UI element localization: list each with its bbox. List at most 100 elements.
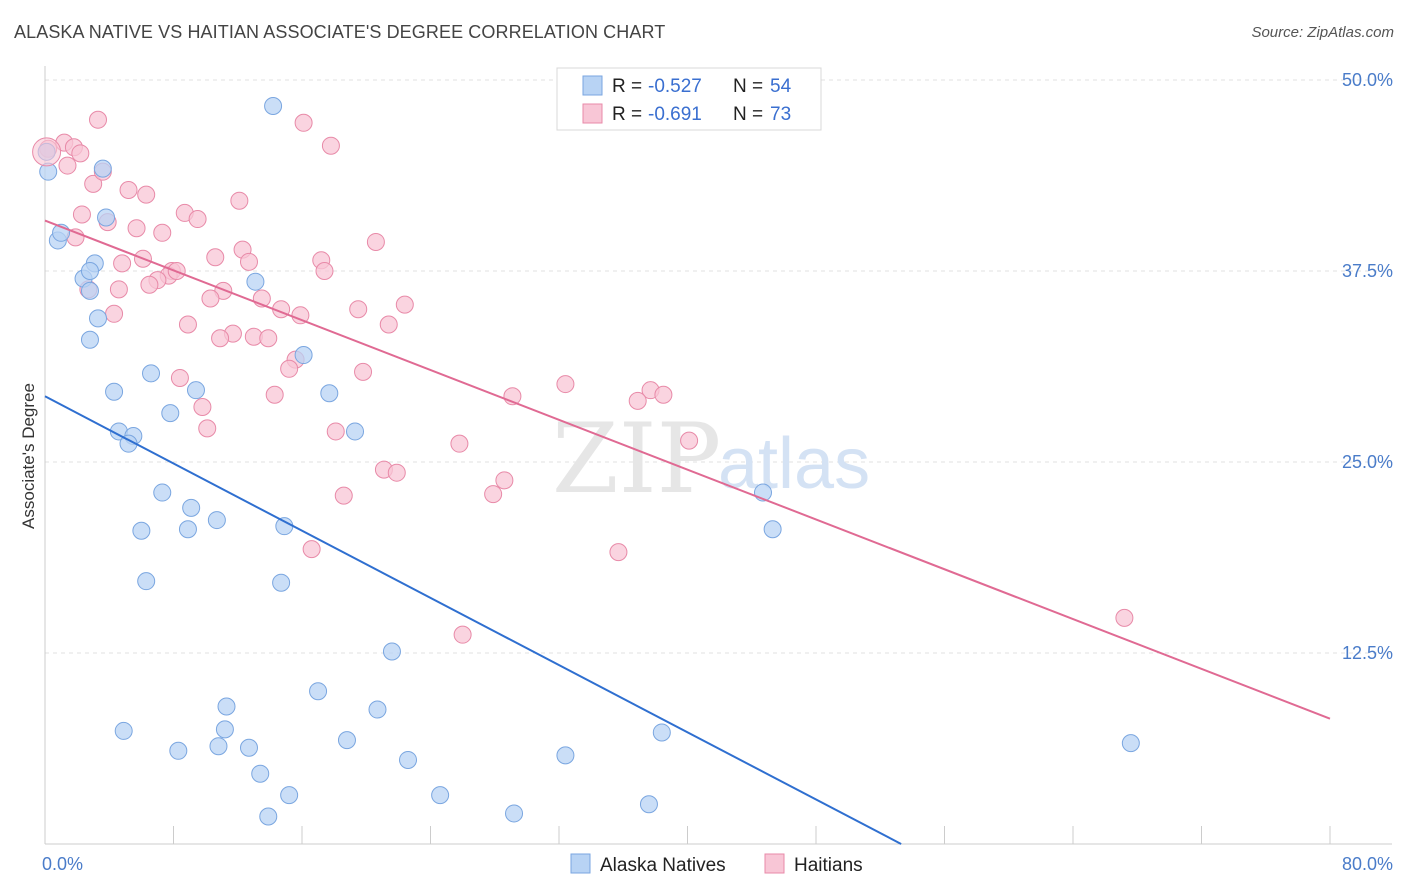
watermark-zip: ZIP [552,403,721,515]
haitians-point-57 [654,385,673,404]
haitians-point-15 [188,210,207,229]
x-tick-label-0: 0.0% [42,854,83,874]
haitians-point-7 [321,136,340,155]
y-tick-label-1: 25.0% [1342,452,1393,472]
alaska-natives-point-49 [639,795,658,814]
haitians-point-71 [453,625,472,644]
haitians-point-5 [89,110,108,129]
haitians-point-70 [609,543,628,562]
haitians-point-32 [315,262,334,280]
chart-source: Source: ZipAtlas.com [1251,24,1394,41]
haitians-point-68 [334,486,353,505]
alaska-natives-point-16 [105,382,124,401]
haitians-points [39,110,1134,644]
alaska-natives-point-3 [93,159,112,178]
alaska-natives-point-38 [209,737,228,756]
alaska-natives-point-43 [652,723,671,742]
grid [45,79,1392,654]
alaska-natives-point-11 [264,96,283,115]
haitians-point-59 [193,397,212,416]
haitians-point-42 [105,304,124,323]
correlation-legend: R = -0.527 N = 54 R = -0.691 N = 73 [556,67,822,131]
haitians-point-13 [72,205,91,224]
haitians-point-6 [294,113,313,132]
haitians-point-62 [450,434,469,453]
alaska-natives-point-14 [142,364,161,383]
y-tick-labels: 12.5% 25.0% 37.5% 50.0% [1342,70,1393,663]
x-tick-labels: 0.0% 80.0% [42,854,1393,874]
alaska-natives-point-48 [505,804,524,823]
alaska-natives-point-4 [97,208,116,227]
alaska-natives-point-27 [178,520,197,539]
haitians-point-46 [259,329,278,348]
alaska-natives-points [32,96,1140,826]
series-legend-swatch-haitians [764,853,785,874]
haitians-point-60 [198,419,217,438]
legend-r-label-2: R = [612,104,642,125]
watermark: ZIP atlas [552,403,870,515]
haitians-point-53 [265,385,284,404]
haitians-point-67 [484,485,503,504]
alaska-natives-trend-line [44,395,902,845]
alaska-natives-point-6 [80,281,99,300]
alaska-natives-point-12 [246,272,265,291]
series-legend-alaska-natives: Alaska Natives [600,855,726,876]
haitians-point-34 [109,280,128,299]
haitians-point-48 [211,329,230,348]
alaska-natives-point-52 [1121,734,1140,753]
alaska-natives-point-39 [239,738,258,757]
haitians-point-20 [366,232,385,251]
haitians-point-12 [230,191,249,210]
haitians-point-18 [127,219,146,238]
haitians-point-31 [140,275,159,294]
haitians-point-50 [280,359,299,378]
series-legend: Alaska Natives Haitians [570,853,863,876]
alaska-natives-point-35 [114,721,133,740]
alaska-natives-point-29 [137,572,156,591]
alaska-natives-point-31 [382,642,401,661]
haitians-point-36 [201,289,220,308]
haitians-point-52 [170,368,189,387]
legend-n-label-2: N = [733,104,763,125]
alaska-natives-point-45 [280,786,299,805]
alaska-natives-point-26 [132,521,151,540]
alaska-natives-point-28 [275,517,294,536]
alaska-natives-point-17 [320,384,339,403]
alaska-natives-point-24 [182,498,201,517]
alaska-natives-point-47 [259,807,278,826]
haitians-point-61 [326,422,345,441]
alaska-natives-point-23 [153,483,172,502]
y-tick-label-3: 50.0% [1342,70,1393,90]
alaska-natives-point-32 [309,682,328,701]
alaska-natives-point-34 [368,700,387,719]
legend-r-value-1: -0.527 [648,76,702,97]
legend-n-value-1: 54 [770,76,792,97]
haitians-point-65 [387,463,406,482]
legend-n-value-2: 73 [770,104,791,125]
alaska-natives-point-22 [346,422,365,441]
alaska-natives-point-25 [207,511,226,530]
alaska-natives-point-15 [186,381,205,400]
haitians-point-47 [379,315,398,334]
alaska-natives-point-10 [80,330,99,349]
haitians-point-43 [178,315,197,334]
haitians-point-10 [119,181,138,200]
alaska-natives-point-18 [161,404,180,423]
haitians-point-19 [153,223,172,242]
haitians-point-51 [354,362,373,381]
alaska-natives-point-30 [272,573,291,592]
y-tick-label-0: 12.5% [1342,643,1393,663]
watermark-atlas: atlas [718,424,870,504]
haitians-point-66 [495,471,514,490]
alaska-natives-point-37 [169,741,188,760]
y-tick-label-2: 37.5% [1342,261,1393,281]
haitians-point-11 [137,185,156,204]
alaska-natives-point-33 [217,697,236,716]
legend-swatch-pink [582,103,603,124]
haitians-point-23 [113,254,132,273]
alaska-natives-point-41 [399,750,418,769]
haitians-trend-line [44,219,1331,720]
alaska-natives-point-13 [294,346,313,365]
haitians-point-72 [1115,608,1134,627]
